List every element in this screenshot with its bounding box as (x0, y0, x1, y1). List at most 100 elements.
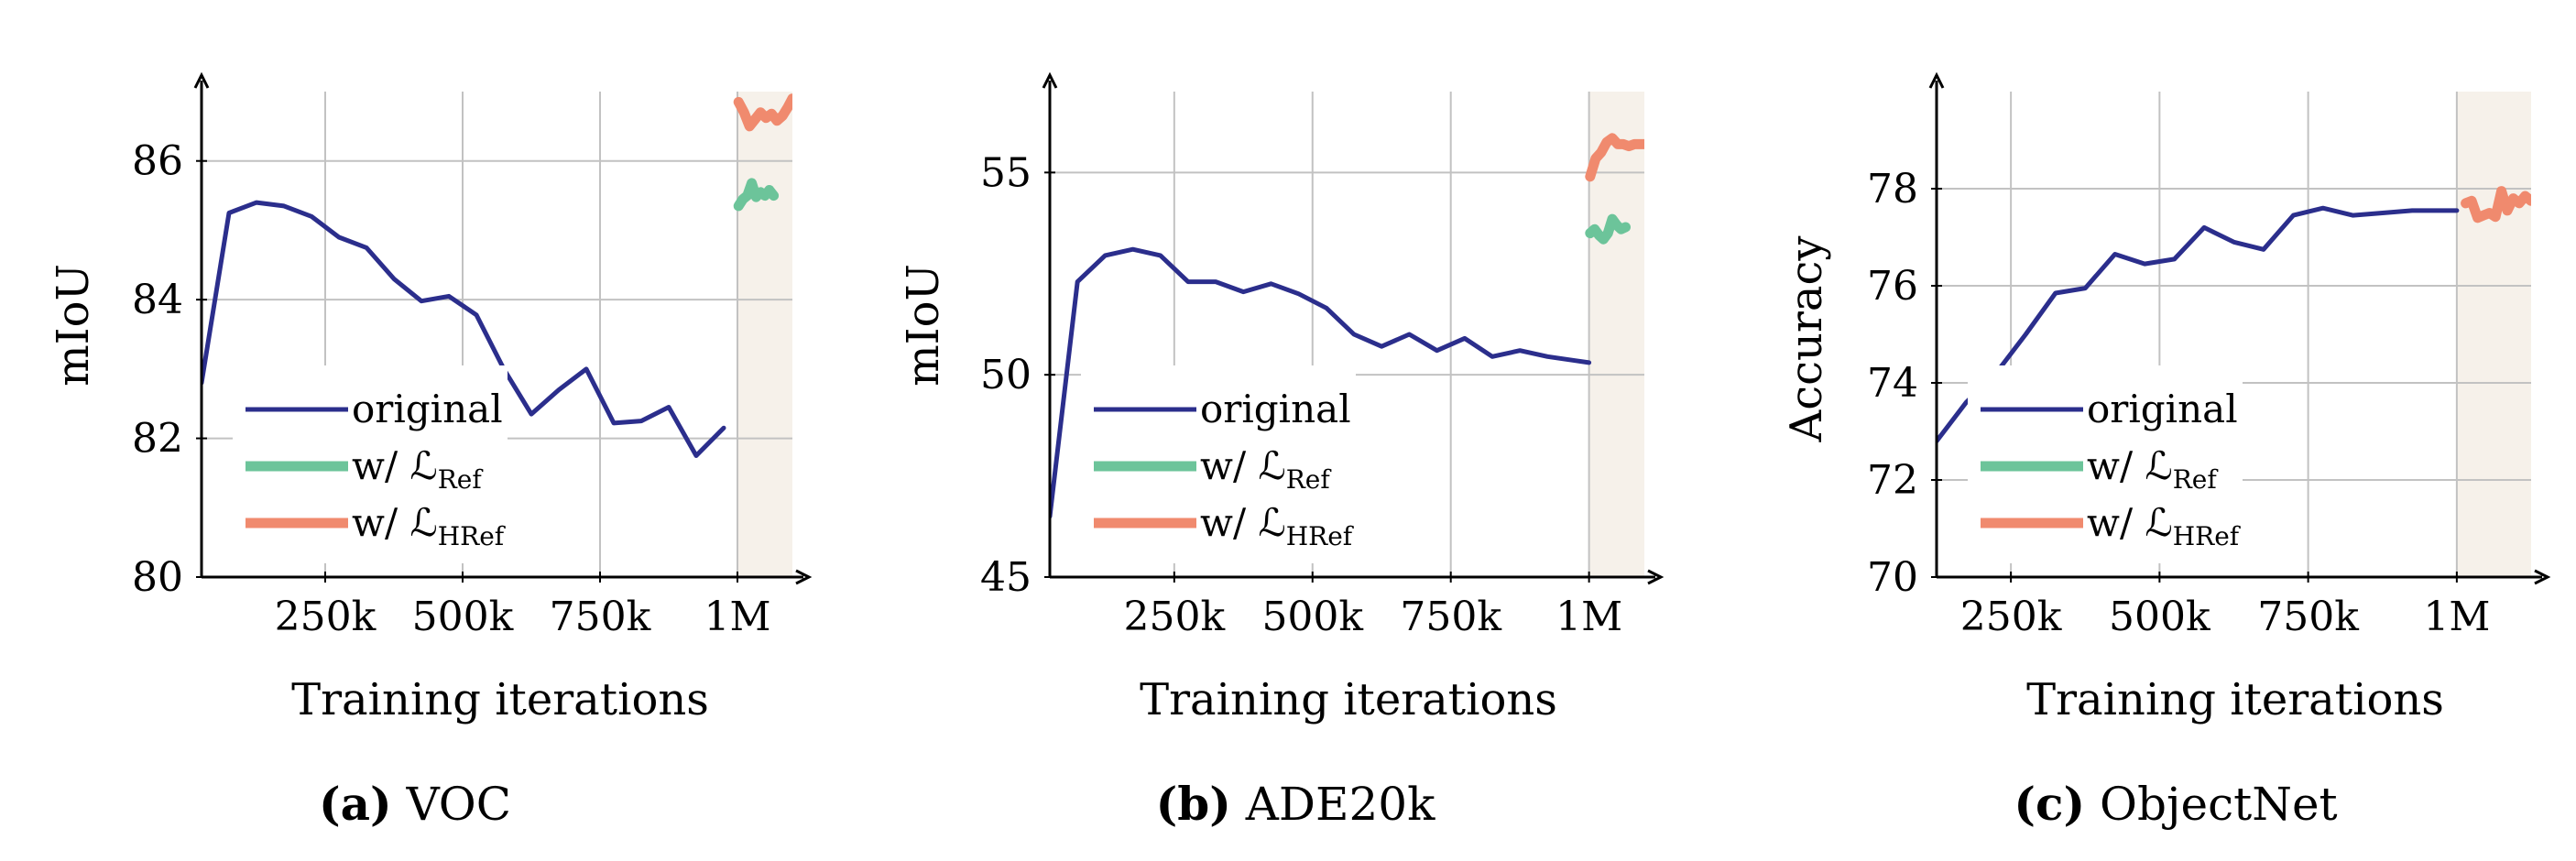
x-tick-labels: 250k 500k 750k 1M (1124, 594, 1623, 640)
x-axis-arrow (2534, 569, 2551, 585)
y-tick-label: 50 (980, 352, 1031, 398)
grid (1937, 92, 2531, 577)
series-lines (202, 93, 792, 458)
legend-label-subscript: HRef (1286, 521, 1355, 551)
caption-tag: (a) (319, 777, 392, 831)
y-axis-arrow (1042, 71, 1058, 89)
axes (1928, 71, 2551, 585)
caption-objectnet: (c) ObjectNet (2014, 777, 2337, 831)
x-tick-label: 250k (1124, 594, 1226, 640)
legend-label-main: original (352, 387, 503, 431)
caption-title: VOC (406, 778, 511, 831)
series-line-original (1937, 205, 2460, 444)
series-line-original (1050, 246, 1592, 519)
y-tick-label: 84 (132, 277, 183, 323)
x-tick-label: 750k (550, 594, 651, 640)
x-tick-label: 1M (2423, 594, 2490, 640)
x-tick-label: 500k (1261, 594, 1363, 640)
x-tick-label: 500k (2109, 594, 2210, 640)
x-tick-label: 250k (275, 594, 377, 640)
x-axis-label: Training iterations (291, 674, 709, 725)
x-tick-label: 500k (412, 594, 514, 640)
legend-label-main: w/ ℒ (2087, 443, 2173, 488)
x-axis-label: Training iterations (1140, 674, 1557, 725)
y-axis-arrow (193, 71, 210, 89)
series-line-ref (733, 178, 780, 212)
y-axis-label: mIoU (898, 264, 949, 387)
y-tick-label: 76 (1867, 263, 1918, 310)
caption-title: ADE20k (1245, 778, 1435, 831)
y-tick-labels: 80 82 84 86 (132, 138, 183, 601)
y-tick-label: 80 (132, 554, 183, 601)
y-axis-arrow (1928, 71, 1945, 89)
legend-label-subscript: Ref (2173, 464, 2220, 495)
caption-spacer (1231, 778, 1246, 831)
axes (1042, 71, 1665, 585)
axes (193, 71, 813, 585)
x-tick-label: 750k (1400, 594, 1501, 640)
legend-label-main: w/ ℒ (1200, 500, 1286, 545)
y-tick-label: 86 (132, 138, 183, 185)
y-tick-labels: 70 72 74 76 78 (1867, 166, 1918, 601)
shade-region (737, 92, 792, 577)
legend-label-ref: w/ ℒRef (2087, 443, 2219, 495)
y-tick-label: 72 (1867, 457, 1918, 504)
y-tick-labels: 45 50 55 (980, 149, 1031, 601)
x-tick-label: 1M (704, 594, 770, 640)
series-line-href (2461, 186, 2531, 223)
legend-label-original: original (1200, 387, 1351, 431)
y-tick-label: 45 (980, 554, 1031, 601)
legend-label-original: original (352, 387, 503, 431)
legend-label-ref: w/ ℒRef (352, 443, 484, 495)
x-tick-label: 750k (2257, 594, 2359, 640)
series-line-original (202, 200, 726, 458)
x-axis-arrow (1647, 569, 1665, 585)
legend-label-main: w/ ℒ (352, 500, 438, 545)
legend-label-main: original (2087, 387, 2238, 431)
x-tick-labels: 250k 500k 750k 1M (1960, 594, 2491, 640)
legend-label-href: w/ ℒHRef (352, 500, 507, 551)
x-tick-labels: 250k 500k 750k 1M (275, 594, 771, 640)
caption-ade20k: (b) ADE20k (1156, 777, 1436, 831)
legend-label-subscript: Ref (1286, 464, 1333, 495)
caption-title: ObjectNet (2100, 778, 2338, 831)
x-tick-label: 1M (1555, 594, 1622, 640)
chart-panel-objectnet: 250k 500k 750k 1M 70 72 74 76 78 original w/ ℒRe… (1781, 71, 2551, 831)
y-tick-label: 82 (132, 416, 183, 463)
y-axis-label: mIoU (48, 264, 99, 387)
legend-label-main: w/ ℒ (2087, 500, 2173, 545)
legend-label-main: original (1200, 387, 1351, 431)
series-lines (1050, 133, 1644, 519)
series-line-href (733, 93, 792, 132)
legend-label-href: w/ ℒHRef (1200, 500, 1355, 551)
legend-label-original: original (2087, 387, 2238, 431)
y-tick-label: 78 (1867, 166, 1918, 213)
caption-spacer (392, 778, 407, 831)
caption-tag: (b) (1156, 777, 1231, 831)
legend-label-href: w/ ℒHRef (2087, 500, 2242, 551)
x-axis-label: Training iterations (2026, 674, 2444, 725)
y-tick-label: 70 (1867, 554, 1918, 601)
series-lines (1937, 186, 2531, 444)
finetune-shade (737, 92, 792, 577)
series-line-href (1585, 133, 1644, 182)
finetune-shade (2456, 92, 2531, 577)
series-line-ref (1585, 213, 1631, 245)
caption-voc: (a) VOC (319, 777, 511, 831)
legend-label-ref: w/ ℒRef (1200, 443, 1332, 495)
legend-label-subscript: Ref (438, 464, 485, 495)
y-tick-label: 55 (980, 149, 1031, 196)
legend-label-subscript: HRef (2173, 521, 2242, 551)
caption-tag: (c) (2014, 777, 2085, 831)
shade-region (2456, 92, 2531, 577)
x-axis-arrow (795, 569, 813, 585)
y-axis-label: Accuracy (1781, 236, 1832, 443)
legend-label-subscript: HRef (438, 521, 507, 551)
legend-label-main: w/ ℒ (352, 443, 438, 488)
legend-label-main: w/ ℒ (1200, 443, 1286, 488)
